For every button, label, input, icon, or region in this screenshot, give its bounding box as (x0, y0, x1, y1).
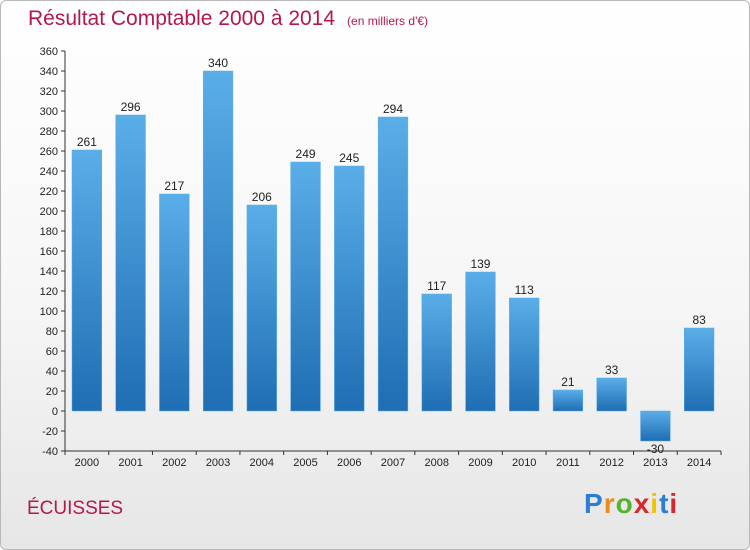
bar-label-2007: 294 (383, 102, 403, 116)
x-tick-label: 2013 (643, 457, 667, 469)
y-tick-label: 140 (40, 266, 58, 278)
y-tick-label: 320 (40, 86, 58, 98)
proxiti-logo: Proxiti (584, 488, 678, 520)
y-tick-label: 40 (46, 366, 58, 378)
y-tick-label: 260 (40, 146, 58, 158)
bar-label-2010: 113 (515, 283, 534, 297)
y-tick-label: -40 (42, 446, 58, 458)
chart-title: Résultat Comptable 2000 à 2014 (28, 7, 336, 30)
y-tick-label: 220 (40, 186, 58, 198)
y-tick-label: 240 (40, 166, 58, 178)
bar-label-2013: -30 (647, 442, 665, 456)
bar-label-2003: 340 (208, 56, 228, 70)
bar-2001 (115, 114, 146, 412)
bar-label-2009: 139 (470, 257, 490, 271)
chart-axes: -40 -20 0 20 40 60 80 100 120 140 160 180 200 220 240 2… (40, 46, 722, 469)
x-tick-label: 2006 (337, 457, 361, 469)
y-tick-label: 300 (40, 106, 58, 118)
y-tick-label: 180 (40, 226, 58, 238)
bar-2006 (334, 165, 365, 412)
bar-2014 (684, 327, 715, 412)
bar-label-2002: 217 (164, 179, 184, 193)
x-tick-label: 2001 (118, 457, 142, 469)
bar-label-2011: 21 (561, 375, 575, 389)
bar-2003 (202, 70, 234, 412)
x-tick-label: 2014 (687, 457, 711, 469)
bar-label-2000: 261 (77, 135, 97, 149)
commune-name: ÉCUISSES (27, 498, 124, 519)
bar-2007 (377, 116, 409, 412)
logo-letter: i (650, 488, 660, 519)
logo-letter: t (659, 488, 670, 519)
x-tick-label: 2007 (381, 457, 405, 469)
chart-bars (71, 70, 715, 442)
y-tick-label: 0 (52, 406, 58, 418)
x-tick-label: 2002 (162, 457, 186, 469)
bar-2013 (640, 410, 671, 442)
bar-2002 (159, 193, 190, 412)
bar-2000 (71, 149, 102, 412)
bar-2012 (596, 377, 627, 412)
x-tick-label: 2011 (556, 457, 580, 469)
bar-2011 (552, 389, 584, 412)
x-tick-label: 2012 (599, 457, 623, 469)
bar-label-2005: 249 (296, 147, 316, 161)
y-tick-label: 280 (40, 126, 58, 138)
bar-label-2014: 83 (692, 313, 706, 327)
bar-label-2006: 245 (339, 151, 359, 165)
x-tick-label: 2009 (468, 457, 492, 469)
bar-label-2012: 33 (605, 363, 619, 377)
y-tick-label: 340 (40, 66, 58, 78)
logo-letter: r (603, 488, 616, 519)
logo-letter: P (584, 488, 604, 519)
bar-label-2008: 117 (427, 279, 446, 293)
logo-letter: x (633, 488, 651, 519)
title-row: Résultat Comptable 2000 à 2014 (en milli… (28, 7, 428, 31)
chart-subtitle: (en milliers d'€) (347, 14, 429, 28)
x-tick-label: 2003 (206, 457, 230, 469)
bar-2009 (465, 271, 496, 412)
y-tick-label: 160 (40, 246, 58, 258)
y-tick-label: 360 (40, 46, 58, 58)
bar-2005 (290, 161, 321, 412)
chart-data-labels: 261 296 217 340 206 249 245 294 117 139 113 21 33 -30… (77, 56, 706, 456)
logo-letter: i (669, 488, 679, 519)
y-tick-label: 20 (46, 386, 58, 398)
y-tick-label: 100 (40, 306, 58, 318)
y-tick-label: 60 (46, 346, 58, 358)
bar-2010 (509, 297, 540, 412)
y-tick-label: -20 (42, 426, 58, 438)
y-tick-label: 80 (46, 326, 58, 338)
x-tick-label: 2005 (293, 457, 317, 469)
logo-letter: o (615, 488, 634, 519)
y-tick-label: 200 (40, 206, 58, 218)
x-tick-label: 2008 (424, 457, 448, 469)
x-tick-label: 2010 (512, 457, 536, 469)
x-tick-label: 2000 (75, 457, 99, 469)
x-tick-label: 2004 (250, 457, 274, 469)
bar-2008 (421, 293, 452, 412)
bar-label-2004: 206 (252, 190, 272, 204)
bar-label-2001: 296 (121, 100, 141, 114)
y-tick-label: 120 (40, 286, 58, 298)
bar-2004 (246, 204, 277, 412)
